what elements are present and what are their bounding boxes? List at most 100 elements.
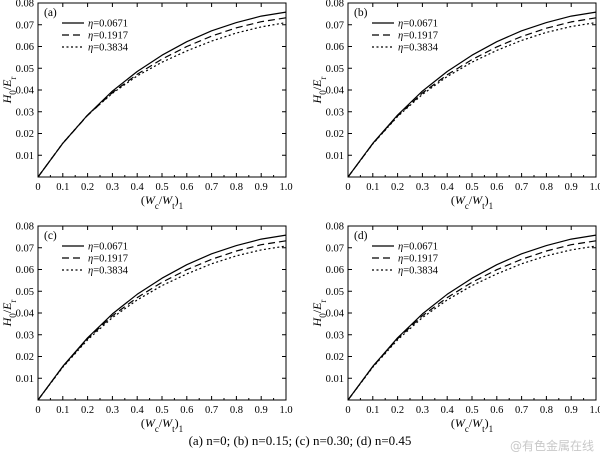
y-tick-label: 0.08 bbox=[16, 0, 34, 10]
y-tick-label: 0.07 bbox=[326, 243, 344, 254]
panel-label: (c) bbox=[44, 230, 57, 242]
x-tick-label: 0.7 bbox=[205, 405, 218, 416]
x-tick-label: 0.8 bbox=[230, 182, 243, 193]
x-tick-label: 0.9 bbox=[255, 182, 268, 193]
y-tick-label: 0.03 bbox=[16, 330, 34, 341]
x-axis-label: (Wc/Wt)1 bbox=[451, 416, 493, 434]
watermark-logo: @有色金属在线 bbox=[509, 439, 594, 453]
x-tick-label: 0.4 bbox=[441, 405, 455, 416]
x-axis-label: (Wc/Wt)1 bbox=[141, 416, 183, 434]
x-tick-label: 0.6 bbox=[490, 405, 503, 416]
series-line bbox=[347, 245, 597, 401]
legend-label: η=0.1917 bbox=[88, 31, 128, 42]
legend-label: η=0.1917 bbox=[398, 31, 438, 42]
y-tick-label: 0.01 bbox=[16, 374, 34, 385]
y-axis-label: H0/Er bbox=[0, 300, 18, 328]
panel-label: (a) bbox=[44, 7, 57, 19]
y-tick-label: 0.06 bbox=[16, 265, 34, 276]
y-tick-label: 0.05 bbox=[16, 64, 34, 75]
panel-label: (b) bbox=[354, 7, 368, 19]
chart-panel: 0 0.1 0.2 0.3 0.4 0.5 0.6 0.7 0.8 0.9 1.0 0.01 0.02 0… bbox=[0, 0, 293, 211]
x-tick-label: 0 bbox=[35, 405, 40, 416]
x-tick-label: 0.1 bbox=[56, 182, 69, 193]
x-tick-label: 0.3 bbox=[416, 405, 429, 416]
x-tick-label: 0.7 bbox=[515, 182, 528, 193]
x-tick-label: 0.3 bbox=[416, 182, 429, 193]
panel-label: (d) bbox=[354, 230, 368, 242]
x-tick-label: 0.1 bbox=[56, 405, 69, 416]
x-tick-label: 0.5 bbox=[465, 405, 478, 416]
x-tick-label: 0.8 bbox=[230, 405, 243, 416]
y-tick-label: 0.01 bbox=[326, 151, 344, 162]
legend-label: η=0.0671 bbox=[398, 19, 438, 30]
chart-panel: 0 0.1 0.2 0.3 0.4 0.5 0.6 0.7 0.8 0.9 1.0 0.01 0.02 0… bbox=[310, 222, 600, 435]
y-tick-label: 0.07 bbox=[16, 243, 34, 254]
plot-frame bbox=[347, 2, 597, 178]
y-axis-label: H0/Er bbox=[310, 77, 328, 105]
x-tick-label: 0.5 bbox=[155, 405, 168, 416]
x-tick-label: 1.0 bbox=[589, 182, 600, 193]
y-tick-label: 0.01 bbox=[16, 151, 34, 162]
legend-label: η=0.0671 bbox=[398, 242, 438, 253]
y-tick-label: 0.04 bbox=[16, 86, 35, 97]
series-line bbox=[37, 240, 287, 401]
y-tick-label: 0.02 bbox=[326, 129, 344, 140]
x-tick-label: 0.4 bbox=[441, 182, 455, 193]
y-tick-label: 0.07 bbox=[326, 20, 344, 31]
legend-label: η=0.3834 bbox=[398, 43, 439, 54]
legend-label: η=0.3834 bbox=[88, 266, 129, 277]
x-axis-label: (Wc/Wt)1 bbox=[141, 193, 183, 211]
y-tick-label: 0.06 bbox=[326, 265, 344, 276]
x-tick-label: 0.1 bbox=[366, 182, 379, 193]
y-tick-label: 0.08 bbox=[326, 0, 344, 10]
y-axis-label: H0/Er bbox=[310, 300, 328, 328]
y-tick-label: 0.04 bbox=[16, 309, 35, 320]
chart-panel: 0 0.1 0.2 0.3 0.4 0.5 0.6 0.7 0.8 0.9 1.0 0.01 0.02 0… bbox=[310, 0, 600, 211]
x-tick-label: 0 bbox=[345, 405, 350, 416]
plot-frame bbox=[347, 225, 597, 401]
x-tick-label: 0.3 bbox=[106, 182, 119, 193]
x-tick-label: 0.9 bbox=[565, 182, 578, 193]
y-tick-label: 0.02 bbox=[326, 352, 344, 363]
y-tick-label: 0.03 bbox=[326, 330, 344, 341]
x-tick-label: 0.6 bbox=[180, 405, 193, 416]
x-tick-label: 0.7 bbox=[515, 405, 528, 416]
plot-frame bbox=[37, 2, 287, 178]
x-tick-label: 0.2 bbox=[81, 182, 94, 193]
y-tick-label: 0.02 bbox=[16, 352, 34, 363]
legend-label: η=0.3834 bbox=[398, 266, 439, 277]
series-line bbox=[347, 240, 597, 401]
x-tick-label: 0.3 bbox=[106, 405, 119, 416]
y-tick-label: 0.05 bbox=[16, 287, 34, 298]
y-tick-label: 0.08 bbox=[326, 222, 344, 233]
y-tick-label: 0.03 bbox=[16, 107, 34, 118]
x-tick-label: 0.1 bbox=[366, 405, 379, 416]
legend-label: η=0.0671 bbox=[88, 242, 128, 253]
series-line bbox=[347, 234, 597, 401]
series-line bbox=[37, 245, 287, 401]
x-tick-label: 0.6 bbox=[180, 182, 193, 193]
y-tick-label: 0.04 bbox=[326, 86, 345, 97]
x-tick-label: 0.5 bbox=[155, 182, 168, 193]
series-line bbox=[37, 234, 287, 401]
legend-label: η=0.0671 bbox=[88, 19, 128, 30]
x-tick-label: 1.0 bbox=[279, 182, 292, 193]
legend-label: η=0.1917 bbox=[398, 254, 438, 265]
y-tick-label: 0.05 bbox=[326, 287, 344, 298]
y-tick-label: 0.06 bbox=[326, 42, 344, 53]
figure-caption: (a) n=0; (b) n=0.15; (c) n=0.30; (d) n=0… bbox=[188, 433, 412, 448]
chart-panel: 0 0.1 0.2 0.3 0.4 0.5 0.6 0.7 0.8 0.9 1.0 0.01 0.02 0… bbox=[0, 222, 293, 435]
series-line bbox=[37, 11, 287, 178]
x-tick-label: 0.9 bbox=[565, 405, 578, 416]
x-tick-label: 0.8 bbox=[540, 182, 553, 193]
y-tick-label: 0.01 bbox=[326, 374, 344, 385]
legend-label: η=0.1917 bbox=[88, 254, 128, 265]
x-tick-label: 0.9 bbox=[255, 405, 268, 416]
x-tick-label: 0.2 bbox=[81, 405, 94, 416]
series-line bbox=[347, 17, 597, 178]
x-tick-label: 0.5 bbox=[465, 182, 478, 193]
x-tick-label: 0.7 bbox=[205, 182, 218, 193]
y-axis-label: H0/Er bbox=[0, 77, 18, 105]
x-tick-label: 0.6 bbox=[490, 182, 503, 193]
